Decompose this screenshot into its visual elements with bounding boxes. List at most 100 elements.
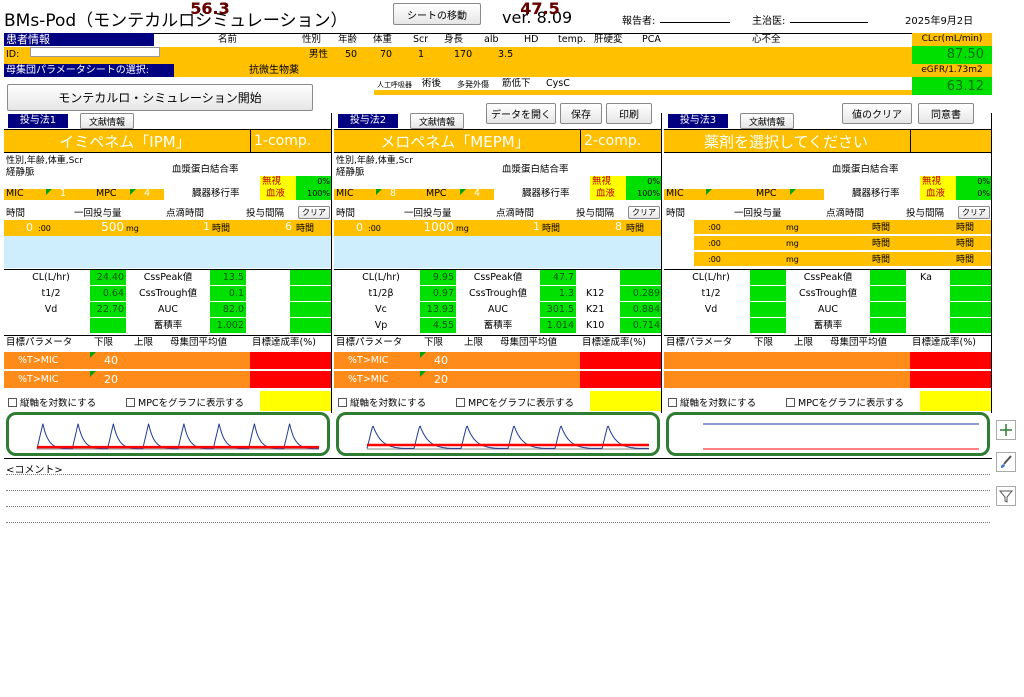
height-value[interactable]: 170 bbox=[454, 49, 473, 60]
literature-button-1[interactable]: 文献情報 bbox=[80, 113, 134, 129]
target-param-2-2[interactable]: %T>MIC bbox=[348, 374, 389, 385]
concentration-chart-3[interactable] bbox=[666, 412, 990, 456]
target-param-2-1[interactable]: %T>MIC bbox=[18, 374, 59, 385]
upper-header-2: 上限 bbox=[464, 337, 484, 348]
log-axis-checkbox-2[interactable]: 縦軸を対数にする bbox=[338, 398, 426, 410]
target-lower-1-2[interactable]: 40 bbox=[434, 355, 448, 367]
dose-value-1[interactable]: 500 bbox=[101, 221, 124, 233]
comment-area[interactable] bbox=[4, 472, 992, 692]
drug-name-3[interactable]: 薬剤を選択してください bbox=[703, 133, 869, 151]
tissue-plasma-2[interactable]: 血液 bbox=[596, 188, 616, 199]
pop-param-select[interactable]: 抗微生物薬 bbox=[174, 64, 374, 77]
start-minute-2: :00 bbox=[368, 224, 381, 233]
protein-ignore-2[interactable]: 無視 bbox=[592, 176, 612, 187]
liver-header: 肝硬変 bbox=[594, 34, 623, 45]
tissue-plasma-3[interactable]: 血液 bbox=[926, 188, 946, 199]
protein-ignore-3[interactable]: 無視 bbox=[922, 176, 942, 187]
regimen-tab-3[interactable]: 投与法3 bbox=[668, 114, 728, 128]
add-element-icon[interactable] bbox=[996, 420, 1016, 440]
mic-label-1: MIC bbox=[6, 188, 24, 199]
clear-dose-button-3[interactable]: クリア bbox=[958, 206, 990, 219]
tissue-pct-1: 100% bbox=[307, 189, 330, 198]
mic-label-2: MIC bbox=[336, 188, 354, 199]
protein-binding-label-3: 血漿蛋白結合率 bbox=[832, 164, 899, 175]
regimen-tab-1[interactable]: 投与法1 bbox=[8, 114, 68, 128]
open-data-button[interactable]: データを開く bbox=[486, 103, 556, 124]
move-sheet-button[interactable]: シートの移動 bbox=[393, 3, 481, 25]
start-simulation-button[interactable]: モンテカルロ・シミュレーション開始 bbox=[7, 84, 313, 111]
pk-value-cl-2: 9.95 bbox=[432, 272, 454, 283]
scr-value[interactable]: 1 bbox=[418, 49, 425, 60]
id-field[interactable] bbox=[30, 47, 160, 57]
mpc-graph-checkbox-2[interactable]: MPCをグラフに表示する bbox=[456, 398, 574, 410]
drug-name-2[interactable]: メロペネム「MEPM」 bbox=[380, 133, 530, 151]
filter-icon[interactable] bbox=[996, 486, 1016, 506]
mpc-label-2: MPC bbox=[426, 188, 447, 199]
dose-value-2[interactable]: 1000 bbox=[423, 221, 454, 233]
clcr-value: 87.50 bbox=[946, 47, 984, 62]
pk-label-auc-1: AUC bbox=[157, 304, 179, 315]
mpc-value-1[interactable]: 4 bbox=[144, 188, 151, 199]
target-lower-2-2[interactable]: 20 bbox=[434, 374, 448, 386]
literature-button-2[interactable]: 文献情報 bbox=[410, 113, 464, 129]
log-axis-checkbox-1[interactable]: 縦軸を対数にする bbox=[8, 398, 96, 410]
consent-button[interactable]: 同意書 bbox=[918, 103, 974, 124]
tissue-label-3: 臓器移行率 bbox=[852, 188, 900, 199]
pk-value-peak-1: 13.5 bbox=[222, 272, 244, 283]
sub-label-1: 人工呼吸器 bbox=[377, 81, 412, 89]
pk-value-accum-1: 1.002 bbox=[216, 320, 244, 331]
target-param-1-1[interactable]: %T>MIC bbox=[18, 355, 59, 366]
tissue-plasma-1[interactable]: 血液 bbox=[266, 188, 286, 199]
sex-value[interactable]: 男性 bbox=[308, 49, 328, 60]
mpc-graph-checkbox-3[interactable]: MPCをグラフに表示する bbox=[786, 398, 904, 410]
time-header-3: 時間 bbox=[666, 208, 686, 219]
mic-value-1[interactable]: 1 bbox=[60, 188, 67, 199]
log-axis-checkbox-3[interactable]: 縦軸を対数にする bbox=[668, 398, 756, 410]
concentration-chart-1[interactable] bbox=[6, 412, 330, 456]
brush-style-icon[interactable] bbox=[996, 452, 1016, 472]
start-time-2[interactable]: 0 bbox=[356, 222, 363, 234]
version-label: ver. 8.09 bbox=[502, 8, 573, 27]
target-param-1-2[interactable]: %T>MIC bbox=[348, 355, 389, 366]
target-lower-2-1[interactable]: 20 bbox=[104, 374, 118, 386]
interval-value-2[interactable]: 8 bbox=[615, 221, 622, 233]
pop-mean-header-3: 母集団平均値 bbox=[830, 337, 888, 348]
pk-label-k10-2: K10 bbox=[586, 320, 605, 331]
clear-dose-button-1[interactable]: クリア bbox=[298, 206, 330, 219]
target-mean-1-2: 47.5 bbox=[520, 0, 560, 18]
lower-header-3: 下限 bbox=[754, 337, 774, 348]
pk-label-csspeak-1: CssPeak値 bbox=[143, 272, 193, 283]
start-time-1[interactable]: 0 bbox=[26, 222, 33, 234]
mic-value-2[interactable]: 8 bbox=[390, 188, 397, 199]
mpc-graph-checkbox-1[interactable]: MPCをグラフに表示する bbox=[126, 398, 244, 410]
concentration-chart-2[interactable] bbox=[336, 412, 660, 456]
regimen-tab-2[interactable]: 投与法2 bbox=[338, 114, 398, 128]
height-header: 身長 bbox=[444, 34, 464, 45]
protein-ignore-1[interactable]: 無視 bbox=[262, 176, 282, 187]
clear-dose-button-2[interactable]: クリア bbox=[628, 206, 660, 219]
mpc-value-2[interactable]: 4 bbox=[474, 188, 481, 199]
dose-unit-1: mg bbox=[126, 224, 139, 233]
infusion-value-2[interactable]: 1 bbox=[533, 221, 540, 233]
chart-plot-2 bbox=[366, 425, 649, 450]
pk-label-vc-2: Vc bbox=[375, 304, 387, 315]
egfr-value: 63.12 bbox=[946, 79, 984, 94]
weight-value[interactable]: 70 bbox=[380, 49, 393, 60]
drug-name-1[interactable]: イミペネム「IPM」 bbox=[59, 133, 191, 151]
infusion-value-1[interactable]: 1 bbox=[203, 221, 210, 233]
target-lower-1-1[interactable]: 40 bbox=[104, 355, 118, 367]
print-button[interactable]: 印刷 bbox=[606, 103, 652, 124]
pk-value-auc-1: 82.0 bbox=[222, 304, 244, 315]
pop-mean-header-1: 母集団平均値 bbox=[170, 337, 228, 348]
route-2: 経静脈 bbox=[336, 167, 365, 178]
alb-value[interactable]: 3.5 bbox=[498, 49, 514, 60]
model-label-1: 1-comp. bbox=[254, 133, 312, 149]
interval-value-1[interactable]: 6 bbox=[285, 221, 292, 233]
save-button[interactable]: 保存 bbox=[560, 103, 602, 124]
alb-header: alb bbox=[484, 34, 499, 45]
clear-values-button[interactable]: 値のクリア bbox=[842, 103, 912, 124]
empty-mg-2: mg bbox=[786, 255, 799, 264]
pk-label-t12-1: t1/2 bbox=[41, 288, 61, 299]
literature-button-3[interactable]: 文献情報 bbox=[740, 113, 794, 129]
age-value[interactable]: 50 bbox=[345, 49, 358, 60]
